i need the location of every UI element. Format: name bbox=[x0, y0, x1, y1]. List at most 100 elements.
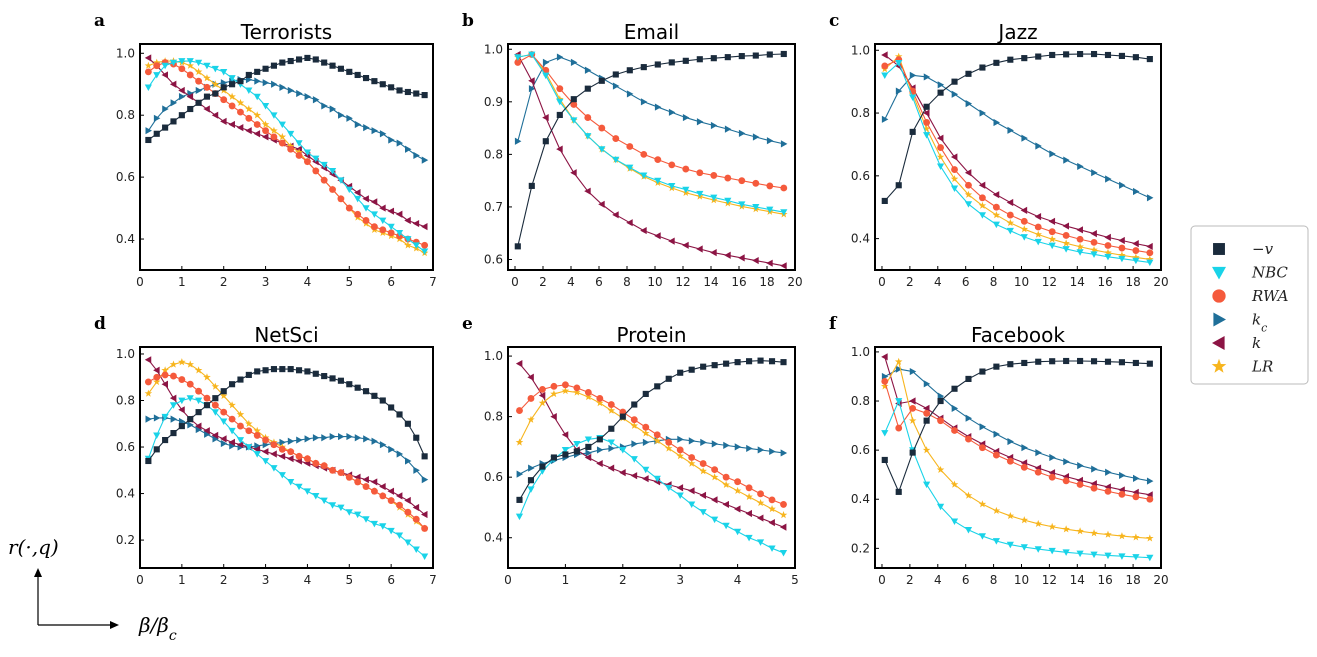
data-point bbox=[923, 417, 930, 424]
data-point bbox=[1105, 175, 1112, 183]
data-point bbox=[354, 384, 361, 391]
data-point bbox=[169, 394, 177, 402]
data-point bbox=[909, 71, 917, 79]
series-line bbox=[148, 374, 426, 529]
data-point bbox=[909, 449, 916, 456]
x-tick-label: 7 bbox=[429, 573, 437, 587]
data-point bbox=[696, 169, 704, 177]
data-point bbox=[608, 444, 615, 453]
data-point bbox=[766, 182, 774, 190]
x-tick-label: 20 bbox=[787, 275, 802, 289]
data-point bbox=[584, 392, 593, 401]
data-point bbox=[379, 441, 387, 449]
data-point bbox=[596, 395, 604, 402]
data-point bbox=[746, 444, 753, 453]
data-point bbox=[711, 516, 719, 524]
data-point bbox=[677, 435, 684, 443]
data-point bbox=[756, 498, 765, 507]
data-point bbox=[270, 126, 278, 134]
data-point bbox=[1090, 551, 1098, 559]
data-point bbox=[303, 488, 312, 495]
data-point bbox=[894, 52, 903, 60]
data-point bbox=[362, 217, 370, 224]
data-point bbox=[296, 436, 303, 444]
data-point bbox=[354, 210, 362, 218]
data-point bbox=[178, 58, 186, 65]
data-point bbox=[766, 137, 774, 145]
data-point bbox=[640, 64, 647, 71]
data-point bbox=[329, 62, 336, 69]
panel-e: e Protein 0 1 2 3 4 5 0.4 0.6 0.8 1.0 bbox=[462, 314, 799, 587]
series-line bbox=[147, 60, 425, 252]
data-point bbox=[993, 363, 1000, 370]
data-point bbox=[598, 146, 606, 153]
data-point bbox=[626, 143, 634, 150]
data-point bbox=[195, 59, 203, 67]
data-point bbox=[1062, 477, 1070, 485]
data-point bbox=[1021, 55, 1028, 62]
data-point bbox=[654, 383, 661, 390]
data-point bbox=[312, 370, 319, 377]
data-point bbox=[1021, 134, 1028, 142]
data-point bbox=[387, 223, 395, 231]
data-point bbox=[539, 385, 546, 393]
data-point bbox=[1118, 52, 1125, 59]
x-tick-label: 14 bbox=[1070, 275, 1085, 289]
data-point bbox=[169, 80, 177, 88]
x-tick-label: 0 bbox=[136, 275, 144, 289]
data-point bbox=[923, 119, 931, 126]
data-point bbox=[687, 459, 696, 467]
data-point bbox=[1077, 162, 1084, 171]
data-point bbox=[413, 466, 420, 474]
panel-title: Protein bbox=[616, 323, 686, 347]
data-point bbox=[354, 511, 362, 519]
data-point bbox=[421, 553, 429, 560]
data-point bbox=[734, 359, 741, 366]
data-point bbox=[170, 372, 177, 380]
data-point bbox=[978, 500, 987, 508]
legend-label: k bbox=[1252, 334, 1261, 352]
data-point bbox=[937, 397, 944, 405]
data-point bbox=[1118, 359, 1125, 366]
data-point bbox=[746, 358, 753, 365]
legend-frame bbox=[1190, 225, 1309, 385]
data-point bbox=[596, 436, 603, 443]
data-point bbox=[881, 430, 889, 437]
data-point bbox=[598, 124, 606, 132]
data-point bbox=[1077, 462, 1084, 470]
data-point bbox=[203, 373, 211, 381]
data-point bbox=[768, 358, 776, 365]
data-point bbox=[379, 397, 386, 404]
data-point bbox=[253, 130, 261, 138]
data-point bbox=[1049, 150, 1056, 158]
data-point bbox=[710, 249, 717, 257]
data-point bbox=[261, 448, 269, 456]
data-point bbox=[254, 442, 261, 450]
data-point bbox=[596, 399, 604, 407]
data-point bbox=[396, 450, 404, 458]
data-point bbox=[413, 434, 420, 441]
data-point bbox=[312, 155, 320, 163]
data-point bbox=[245, 444, 253, 451]
data-point bbox=[631, 401, 638, 408]
data-point bbox=[421, 476, 429, 484]
data-point bbox=[570, 101, 578, 108]
y-tick-label: 0.2 bbox=[116, 533, 135, 547]
data-point bbox=[220, 84, 227, 91]
data-point bbox=[668, 237, 675, 245]
data-point bbox=[387, 497, 395, 504]
data-point bbox=[211, 409, 219, 416]
x-tick-label: 14 bbox=[703, 275, 718, 289]
data-point bbox=[665, 484, 673, 492]
data-point bbox=[287, 437, 295, 445]
data-point bbox=[228, 415, 236, 423]
data-point bbox=[696, 56, 703, 63]
data-point bbox=[909, 128, 916, 135]
data-point bbox=[195, 86, 203, 95]
data-point bbox=[923, 380, 931, 388]
panel-title: Terrorists bbox=[240, 20, 332, 44]
x-tick-label: 12 bbox=[1042, 573, 1057, 587]
data-point bbox=[144, 54, 152, 62]
x-tick-label: 14 bbox=[1070, 573, 1085, 587]
y-tick-label: 0.4 bbox=[116, 487, 135, 501]
